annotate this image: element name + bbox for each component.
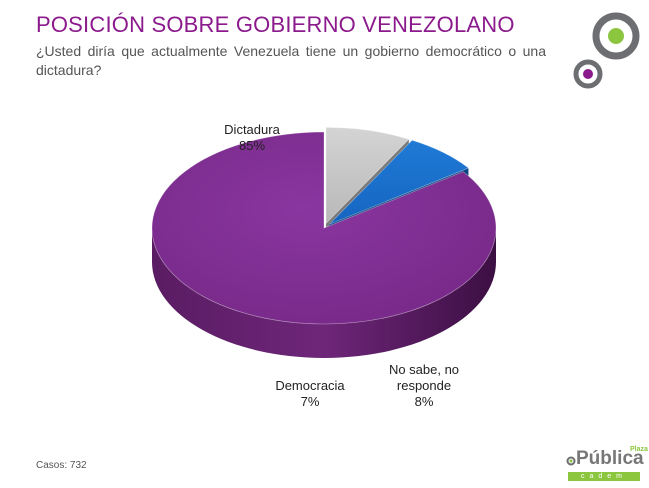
- label-no-sabe: No sabe, no responde 8%: [374, 362, 474, 410]
- brand-circles-icon: [573, 12, 640, 89]
- page-title: POSICIÓN SOBRE GOBIERNO VENEZOLANO: [36, 12, 515, 37]
- slice-democracia: [329, 139, 470, 225]
- cases-count: Casos: 732: [36, 460, 87, 471]
- label-democracia-pct: 7%: [300, 394, 320, 409]
- slice-dictadura-side: [152, 228, 496, 358]
- label-dictadura-name: Dictadura: [224, 122, 280, 137]
- brand-logo: Pública Plaza cadem: [566, 446, 648, 482]
- brand-cadem: cadem: [568, 472, 640, 481]
- brand-name: Pública: [576, 448, 644, 469]
- label-democracia: Democracia 7%: [268, 378, 352, 410]
- label-no-sabe-line1: No sabe, no: [388, 362, 460, 377]
- label-democracia-name: Democracia: [275, 378, 345, 393]
- survey-question: ¿Usted diría que actualmente Venezuela t…: [36, 43, 546, 78]
- label-no-sabe-line2: responde: [396, 378, 452, 393]
- slice-dictadura: [151, 131, 497, 325]
- label-no-sabe-pct: 8%: [414, 394, 434, 409]
- brand-plaza: Plaza: [630, 446, 648, 453]
- label-dictadura: Dictadura 85%: [212, 122, 292, 154]
- brand-dot-icon: [566, 456, 576, 466]
- label-dictadura-pct: 85%: [238, 138, 266, 153]
- slice-no-sabe: [325, 126, 410, 225]
